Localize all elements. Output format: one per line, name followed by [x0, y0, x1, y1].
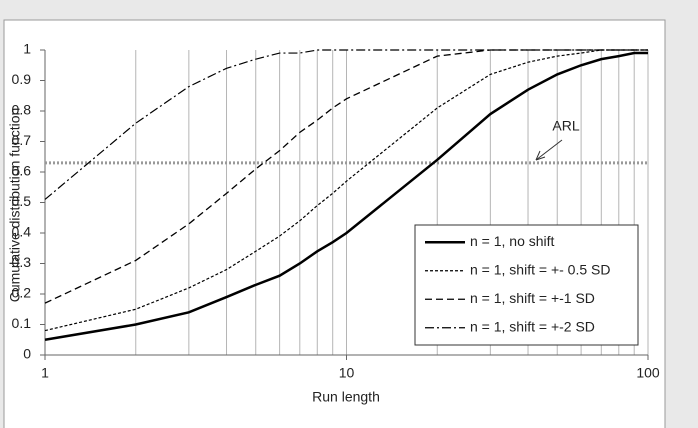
y-tick-label: 0.8	[12, 102, 32, 118]
y-tick-label: 0.9	[12, 71, 32, 87]
y-tick-label: 0.5	[12, 193, 32, 209]
y-tick-label: 0	[23, 346, 31, 362]
x-tick-label: 100	[636, 365, 660, 381]
legend-label: n = 1, no shift	[470, 233, 555, 249]
legend-label: n = 1, shift = +-1 SD	[470, 290, 595, 306]
x-axis-label: Run length	[312, 389, 380, 405]
y-tick-label: 0.1	[12, 315, 32, 331]
y-tick-label: 0.3	[12, 254, 32, 270]
legend-label: n = 1, shift = +-2 SD	[470, 318, 595, 334]
x-tick-label: 10	[339, 365, 355, 381]
y-tick-label: 1	[23, 41, 31, 57]
y-axis-label: Cumulative distribution function	[7, 108, 23, 303]
legend	[414, 224, 639, 346]
series-line	[44, 49, 648, 200]
y-tick-label: 0.7	[12, 132, 32, 148]
y-tick-label: 0.6	[12, 163, 32, 179]
series-line	[44, 51, 648, 341]
legend-label: n = 1, shift = +- 0.5 SD	[470, 261, 610, 277]
annotation: ARL	[552, 118, 579, 134]
annotation-arrowhead	[535, 150, 546, 161]
y-tick-label: 0.4	[12, 224, 32, 240]
chart-frame	[3, 19, 666, 428]
y-tick-label: 0.2	[12, 285, 32, 301]
annotation-arrow	[535, 139, 563, 161]
x-tick-label: 1	[41, 365, 49, 381]
